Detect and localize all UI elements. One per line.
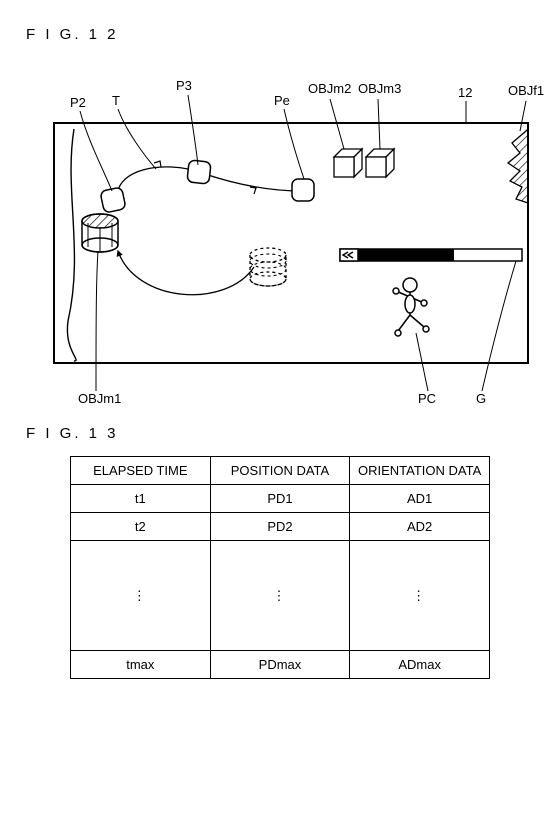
cell: t1 <box>71 485 211 513</box>
table-row: t2 PD2 AD2 <box>71 513 490 541</box>
label-objm3: OBJm3 <box>358 81 401 96</box>
cell: tmax <box>71 651 211 679</box>
table-row: t1 PD1 AD1 <box>71 485 490 513</box>
col-orientation: ORIENTATION DATA <box>350 457 490 485</box>
cell: AD2 <box>350 513 490 541</box>
table-header-row: ELAPSED TIME POSITION DATA ORIENTATION D… <box>71 457 490 485</box>
cell: ADmax <box>350 651 490 679</box>
label-pe: Pe <box>274 93 290 108</box>
label-pc: PC <box>418 391 436 406</box>
fig12-label: F I G. 1 2 <box>26 26 530 43</box>
ghost-p3-icon <box>187 160 211 184</box>
cell-dots: ⋮ <box>210 541 350 651</box>
fig12-diagram: P2 T P3 Pe OBJm2 OBJm3 12 OBJf1 OBJm1 PC… <box>26 51 536 411</box>
box-objm3-icon <box>366 149 394 177</box>
cell: t2 <box>71 513 211 541</box>
col-elapsed: ELAPSED TIME <box>71 457 211 485</box>
label-p2: P2 <box>70 95 86 110</box>
fig13-table: ELAPSED TIME POSITION DATA ORIENTATION D… <box>70 456 490 679</box>
fig13-label: F I G. 1 3 <box>26 425 530 442</box>
cell-dots: ⋮ <box>350 541 490 651</box>
label-objm2: OBJm2 <box>308 81 351 96</box>
box-objm2-icon <box>334 149 362 177</box>
col-position: POSITION DATA <box>210 457 350 485</box>
gauge-bar <box>340 249 522 261</box>
cell: PD2 <box>210 513 350 541</box>
cell: PDmax <box>210 651 350 679</box>
label-g: G <box>476 391 486 406</box>
label-objm1: OBJm1 <box>78 391 121 406</box>
cell: AD1 <box>350 485 490 513</box>
cell: PD1 <box>210 485 350 513</box>
label-t: T <box>112 93 120 108</box>
ghost-pe-icon <box>292 179 314 201</box>
label-objf1: OBJf1 <box>508 83 544 98</box>
label-p3: P3 <box>176 78 192 93</box>
label-12: 12 <box>458 85 472 100</box>
scene-frame <box>54 123 528 363</box>
fig13-table-wrap: ELAPSED TIME POSITION DATA ORIENTATION D… <box>70 456 490 679</box>
barrel-solid-icon <box>82 214 118 252</box>
table-ellipsis-row: ⋮ ⋮ ⋮ <box>71 541 490 651</box>
cell-dots: ⋮ <box>71 541 211 651</box>
ghost-p2-icon <box>100 187 126 213</box>
table-row: tmax PDmax ADmax <box>71 651 490 679</box>
